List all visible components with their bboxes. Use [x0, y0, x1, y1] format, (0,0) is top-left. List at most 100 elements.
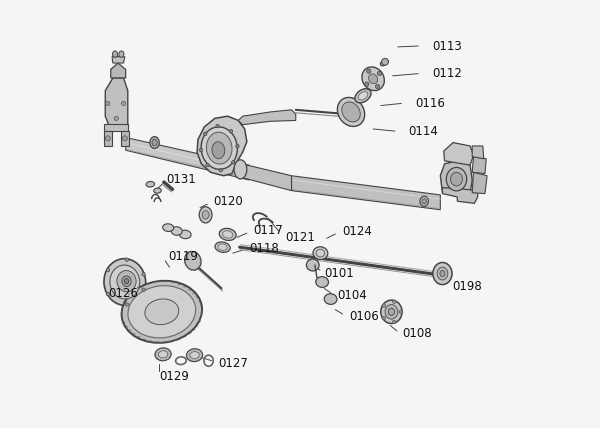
Ellipse shape: [128, 285, 196, 338]
Circle shape: [219, 168, 223, 172]
Ellipse shape: [388, 308, 395, 315]
Polygon shape: [112, 56, 125, 63]
Ellipse shape: [145, 299, 179, 325]
Ellipse shape: [158, 351, 168, 358]
Ellipse shape: [202, 211, 209, 219]
Circle shape: [229, 129, 233, 133]
Ellipse shape: [355, 89, 371, 103]
Text: 0198: 0198: [452, 280, 482, 293]
Text: 0108: 0108: [402, 327, 431, 340]
Text: 0113: 0113: [432, 39, 461, 53]
Ellipse shape: [117, 270, 136, 292]
Circle shape: [106, 101, 110, 106]
Ellipse shape: [122, 276, 131, 286]
Ellipse shape: [218, 244, 227, 250]
Circle shape: [382, 58, 388, 65]
Text: 0114: 0114: [409, 125, 439, 137]
Circle shape: [216, 125, 220, 128]
Text: 0106: 0106: [349, 310, 379, 324]
Polygon shape: [104, 131, 112, 146]
Ellipse shape: [171, 227, 182, 235]
Circle shape: [376, 84, 380, 89]
Ellipse shape: [342, 102, 360, 122]
Circle shape: [377, 71, 382, 75]
Ellipse shape: [155, 348, 171, 361]
Circle shape: [106, 292, 110, 296]
Ellipse shape: [316, 277, 328, 287]
Ellipse shape: [307, 259, 319, 271]
Ellipse shape: [234, 160, 247, 179]
Ellipse shape: [104, 259, 146, 306]
Polygon shape: [238, 163, 292, 190]
Ellipse shape: [219, 229, 236, 241]
Circle shape: [365, 82, 369, 86]
Ellipse shape: [385, 305, 398, 319]
Circle shape: [392, 300, 396, 303]
Ellipse shape: [190, 351, 199, 359]
Ellipse shape: [446, 167, 467, 191]
Polygon shape: [472, 172, 487, 193]
Ellipse shape: [122, 281, 202, 343]
Ellipse shape: [215, 242, 230, 253]
Text: 0124: 0124: [343, 225, 373, 238]
Polygon shape: [472, 146, 484, 159]
Polygon shape: [238, 110, 296, 125]
Text: 0101: 0101: [325, 267, 355, 280]
Ellipse shape: [152, 139, 157, 146]
Polygon shape: [104, 124, 128, 131]
Ellipse shape: [154, 188, 161, 193]
Ellipse shape: [185, 251, 201, 270]
Polygon shape: [105, 78, 128, 125]
Text: 0120: 0120: [213, 195, 242, 208]
Circle shape: [122, 136, 127, 141]
Text: 0112: 0112: [432, 67, 461, 80]
Circle shape: [232, 160, 235, 164]
Ellipse shape: [368, 74, 377, 83]
Circle shape: [203, 132, 207, 136]
Ellipse shape: [451, 172, 463, 186]
Text: 0121: 0121: [285, 231, 315, 244]
Ellipse shape: [163, 224, 173, 232]
Ellipse shape: [206, 132, 232, 164]
Circle shape: [114, 116, 118, 120]
Text: 0118: 0118: [249, 242, 279, 256]
Ellipse shape: [119, 51, 124, 57]
Text: 0127: 0127: [218, 357, 248, 370]
Polygon shape: [472, 157, 486, 174]
Ellipse shape: [187, 349, 203, 362]
Text: 0119: 0119: [168, 250, 198, 263]
Circle shape: [382, 304, 386, 307]
Polygon shape: [292, 176, 440, 210]
Circle shape: [367, 69, 371, 73]
Ellipse shape: [381, 300, 402, 324]
Polygon shape: [111, 63, 125, 78]
Circle shape: [199, 149, 203, 152]
Ellipse shape: [223, 231, 233, 238]
Circle shape: [105, 136, 110, 141]
Polygon shape: [442, 187, 478, 203]
Circle shape: [206, 163, 209, 167]
Ellipse shape: [337, 98, 365, 126]
Polygon shape: [125, 137, 249, 180]
Text: 0117: 0117: [253, 224, 283, 237]
Circle shape: [142, 273, 145, 276]
Text: 0104: 0104: [337, 289, 367, 302]
Circle shape: [392, 320, 396, 324]
Circle shape: [382, 316, 386, 320]
Ellipse shape: [146, 181, 155, 187]
Ellipse shape: [313, 247, 328, 259]
Ellipse shape: [124, 279, 128, 284]
Ellipse shape: [358, 92, 368, 100]
Polygon shape: [121, 131, 129, 146]
Circle shape: [399, 310, 403, 313]
Circle shape: [236, 145, 239, 148]
Ellipse shape: [112, 51, 118, 57]
Text: 0126: 0126: [108, 288, 137, 300]
Ellipse shape: [179, 230, 191, 239]
Circle shape: [106, 268, 110, 272]
Ellipse shape: [362, 67, 385, 91]
Circle shape: [125, 303, 128, 306]
Ellipse shape: [201, 127, 238, 169]
Text: 0131: 0131: [166, 172, 196, 186]
Ellipse shape: [324, 294, 337, 304]
